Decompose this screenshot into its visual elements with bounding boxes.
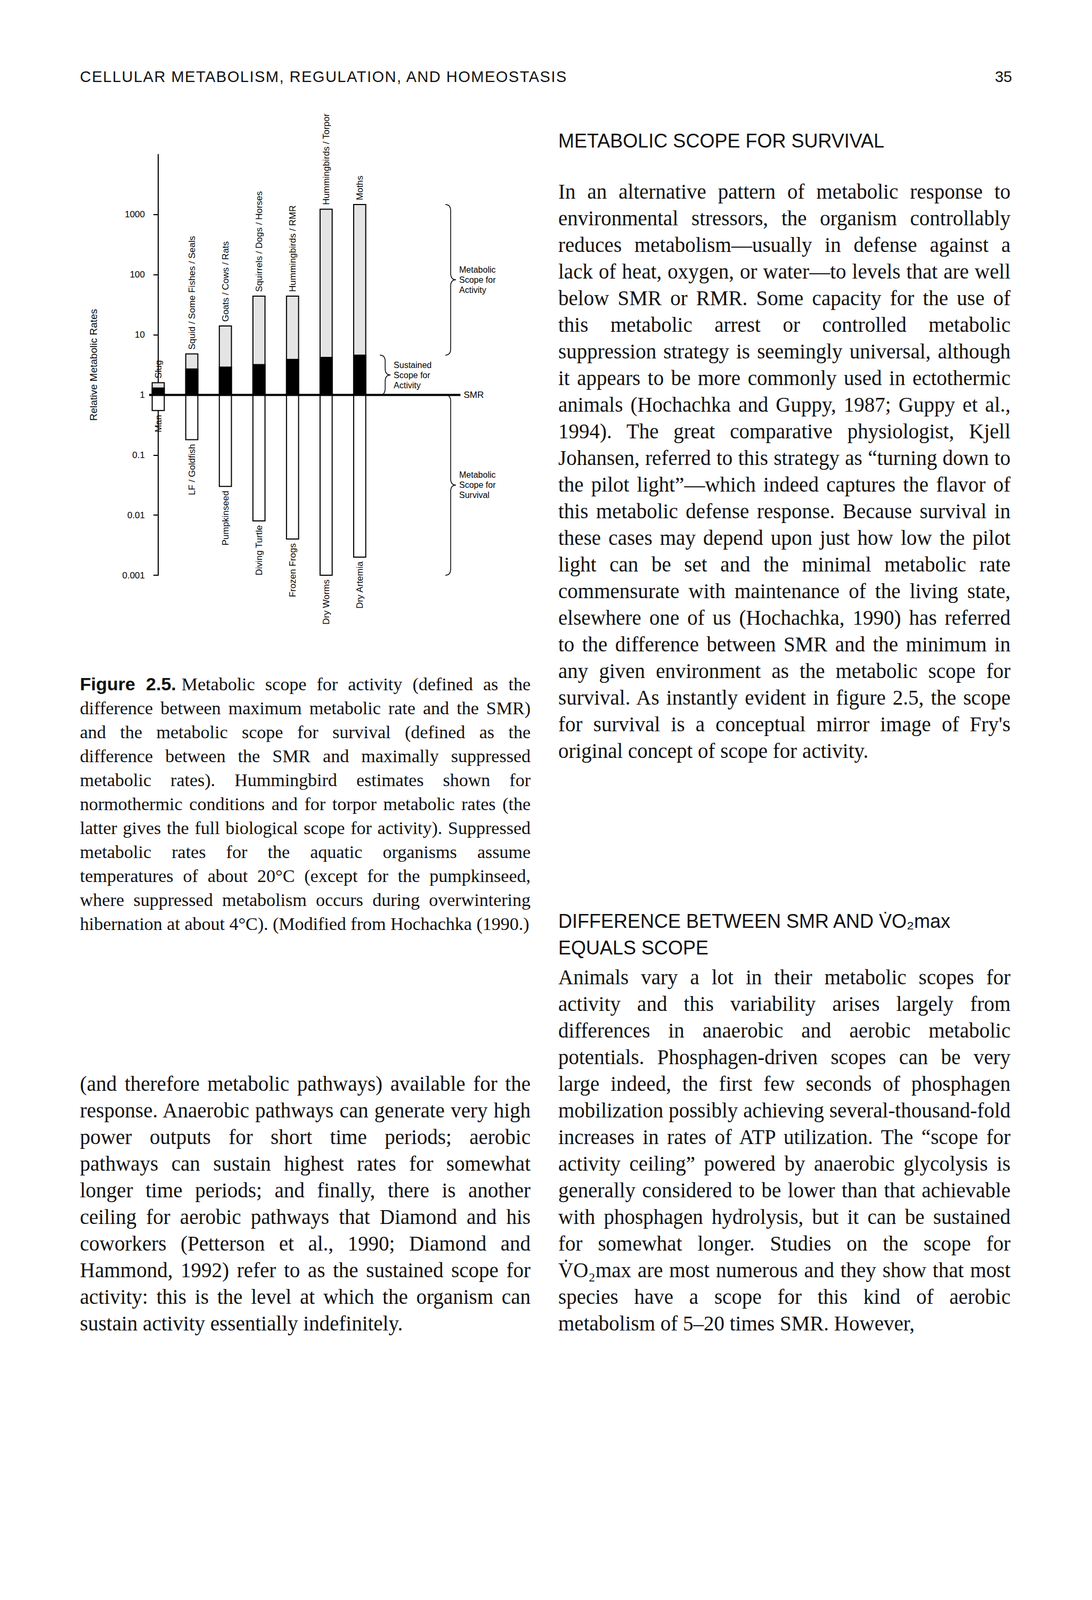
svg-text:Hummingbirds / Torpor: Hummingbirds / Torpor [321,113,332,206]
html-text:METABOLIC SCOPE FOR SURVIVAL: METABOLIC SCOPE FOR SURVIVAL [558,129,885,152]
svg-text:Slug: Slug [153,360,164,379]
svg-text:Scope for: Scope for [459,480,499,490]
html-text:In an alternative pattern of m: In an alternative pattern of metabolic r… [558,180,1011,763]
svg-text:0.1: 0.1 [132,450,145,461]
svg-text:1000: 1000 [124,209,145,220]
svg-text:Hummingbirds / RMR: Hummingbirds / RMR [287,205,298,292]
svg-text:Moths: Moths [354,175,365,201]
html-text:CELLULAR METABOLISM, REGULATIO: CELLULAR METABOLISM, REGULATION, AND HOM… [79,68,568,86]
svg-text:Activity: Activity [393,380,421,390]
svg-text:Metabolic: Metabolic [459,265,499,275]
svg-text:Relative Metabolic Rates: Relative Metabolic Rates [87,308,100,421]
svg-text:10: 10 [134,329,145,340]
svg-text:SMR: SMR [463,389,484,401]
svg-text:Scope for: Scope for [459,275,499,285]
svg-text:Sustained: Sustained [393,360,435,370]
svg-text:LF / Goldfish: LF / Goldfish [186,443,198,495]
svg-text:Dry Worms: Dry Worms [321,579,332,625]
svg-text:Pumpkinseed: Pumpkinseed [220,490,231,546]
svg-text:Diving Turtle: Diving Turtle [254,525,265,576]
svg-text:Survival: Survival [459,490,490,500]
svg-text:Activity: Activity [459,285,487,295]
svg-text:Frozen Frogs: Frozen Frogs [287,543,298,598]
svg-text:1: 1 [140,389,145,401]
svg-text:Dry Artemia: Dry Artemia [354,560,365,609]
svg-text:Squirrels / Dogs / Horses: Squirrels / Dogs / Horses [254,191,265,292]
svg-text:Man: Man [153,414,164,433]
html-text:Figure 2.5. Metabolic scope fo: Figure 2.5. Metabolic scope for activity… [79,673,531,934]
html-text:DIFFERENCE BETWEEN SMR AND V̇O: DIFFERENCE BETWEEN SMR AND V̇O₂max EQUAL… [558,910,951,959]
svg-text:Squid / Some Fishes / Seals: Squid / Some Fishes / Seals [186,235,198,350]
html-text:35: 35 [994,68,1013,86]
svg-text:0.001: 0.001 [121,570,145,581]
svg-text:0.01: 0.01 [127,510,145,521]
html-text:(and therefore metabolic pathw: (and therefore metabolic pathways) avail… [79,1072,531,1335]
svg-text:Scope for: Scope for [393,370,433,380]
svg-text:100: 100 [129,269,145,280]
svg-text:Metabolic: Metabolic [459,470,499,480]
svg-text:Goats / Cows / Rats: Goats / Cows / Rats [220,241,231,322]
html-text:Animals vary a lot in their me: Animals vary a lot in their metabolic sc… [558,965,1011,1335]
